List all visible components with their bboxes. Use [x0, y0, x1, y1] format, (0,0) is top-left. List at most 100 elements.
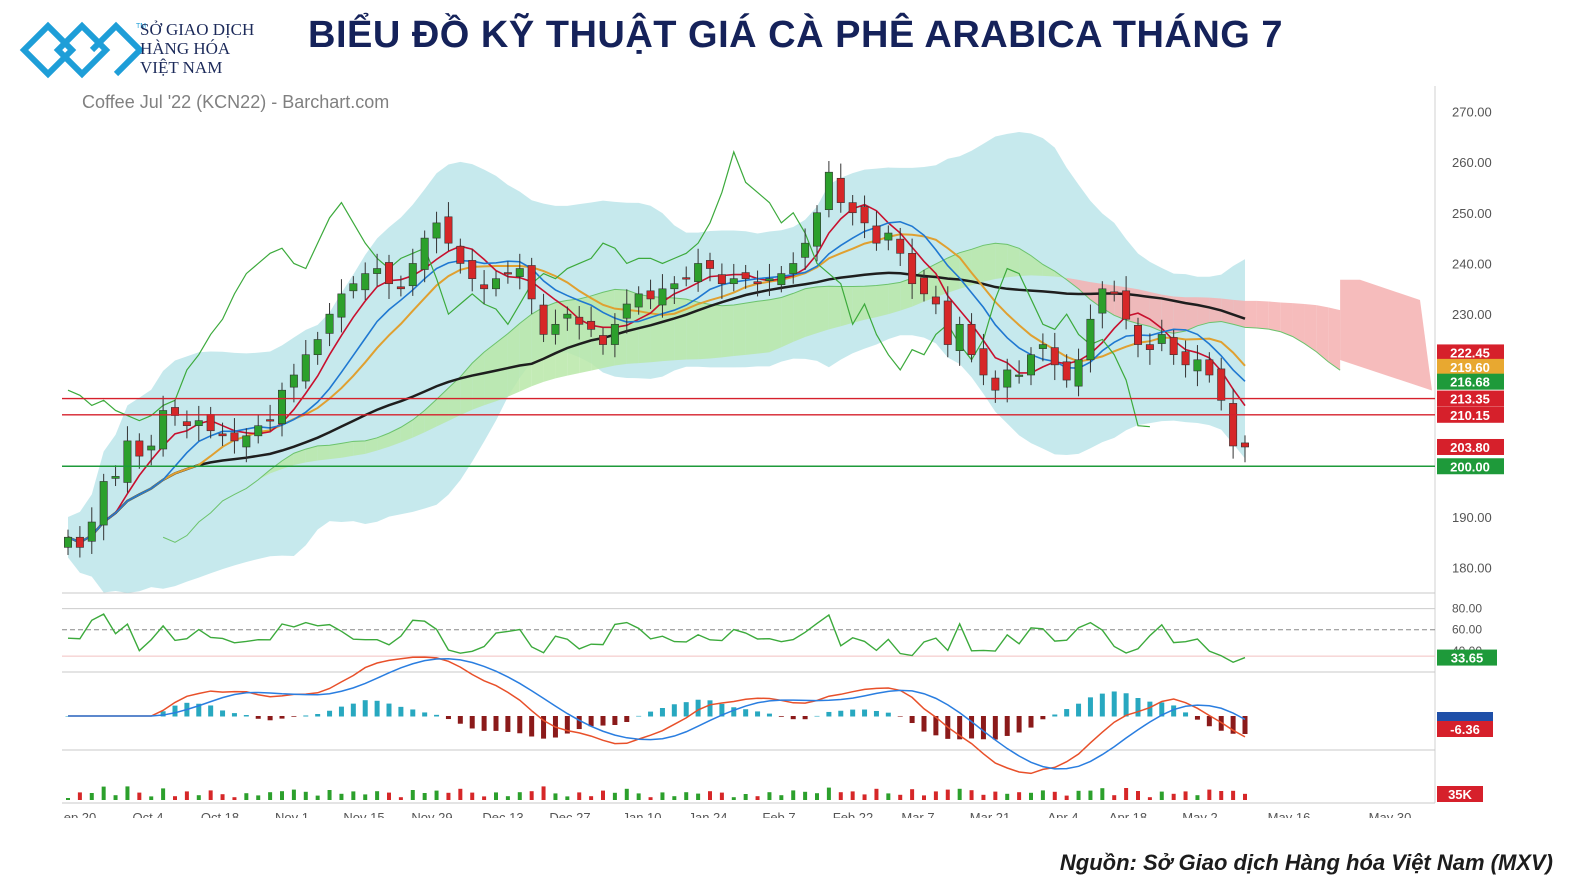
candle-body	[1027, 354, 1035, 376]
x-tick-label: Mar 7	[901, 810, 934, 818]
macd-bar	[243, 715, 249, 717]
volume-bar	[398, 797, 403, 800]
candle-body	[361, 273, 370, 291]
volume-bar	[458, 788, 463, 800]
level-label: 216.68	[1450, 375, 1490, 390]
level-label-bg	[1437, 406, 1504, 423]
cloud-segment	[983, 243, 996, 282]
macd-bar	[612, 716, 618, 725]
candle-body	[289, 374, 298, 388]
volume-bar	[291, 789, 296, 800]
level-label: 213.35	[1450, 392, 1490, 407]
volume-bar	[1243, 793, 1247, 800]
volume-bar	[1231, 790, 1236, 800]
volume-bar	[874, 788, 879, 800]
volume-bar	[339, 793, 344, 800]
volume-bar	[1052, 791, 1057, 800]
candle-body	[943, 300, 952, 345]
volume-bar	[672, 796, 677, 800]
cloud-segment	[341, 441, 354, 458]
volume-bar	[993, 791, 998, 800]
cloud-segment	[757, 299, 770, 354]
volume-bar	[910, 789, 915, 800]
candle-body	[159, 410, 168, 450]
volume-bar	[280, 791, 284, 800]
macd-bar	[648, 711, 654, 717]
cloud-segment	[698, 302, 710, 360]
candle-body	[741, 272, 750, 279]
candle-body	[848, 202, 857, 214]
volume-bar	[945, 789, 950, 800]
macd-bar	[1016, 716, 1022, 733]
candle-body	[551, 323, 560, 335]
volume-bar	[779, 795, 784, 800]
macd-bar	[517, 716, 523, 734]
macd-bar	[659, 708, 665, 717]
candle-body	[931, 296, 940, 305]
cloud-segment	[1233, 299, 1245, 328]
candle-body	[1003, 369, 1012, 388]
cloud-segment	[1304, 304, 1317, 352]
cloud-segment	[876, 284, 889, 318]
candle-body	[634, 293, 643, 308]
volume-bar	[838, 792, 843, 800]
volume-bar	[446, 792, 451, 800]
candle-body	[503, 272, 512, 275]
macd-bar	[541, 716, 547, 739]
volume-bar	[125, 786, 130, 800]
volume-bar	[1219, 791, 1224, 800]
volume-bar	[922, 795, 926, 800]
candle-body	[230, 432, 239, 442]
volume-bar	[624, 788, 629, 800]
volume-bar	[363, 794, 368, 800]
candle-body	[575, 316, 584, 325]
candle-body	[658, 288, 667, 306]
candle-body	[194, 420, 203, 426]
cloud-segment	[424, 399, 437, 433]
macd-bar	[291, 716, 297, 717]
macd-bar	[695, 699, 701, 717]
cloud-segment	[1328, 307, 1341, 371]
candle-body	[468, 260, 477, 279]
volume-bar	[113, 795, 118, 800]
cloud-segment	[1268, 301, 1281, 332]
volume-bar	[470, 792, 475, 800]
cloud-segment	[1245, 300, 1257, 329]
volume-bar	[933, 791, 938, 800]
candle-body	[1169, 337, 1178, 356]
level-label: 210.15	[1450, 408, 1490, 423]
candle-body	[385, 262, 393, 285]
candle-body	[456, 245, 465, 264]
x-tick-label: Feb 7	[762, 810, 795, 818]
macd-bar	[766, 713, 772, 717]
cloud-segment	[1007, 244, 1020, 278]
cloud-segment	[377, 433, 389, 451]
volume-bar	[957, 788, 962, 800]
x-tick-label: Jan 24	[688, 810, 727, 818]
macd-last-label: -6.36	[1450, 722, 1480, 737]
x-tick-label: May 2	[1182, 810, 1217, 818]
macd-bar	[802, 716, 808, 720]
macd-bar	[790, 716, 796, 720]
macd-bar	[422, 712, 428, 717]
candle-body	[99, 481, 108, 526]
cloud-segment	[270, 460, 282, 474]
candle-body	[729, 278, 738, 285]
candle-body	[171, 407, 179, 416]
macd-bar	[719, 703, 725, 717]
macd-bar	[338, 706, 344, 717]
volume-bar	[303, 791, 308, 800]
stoch-line	[67, 613, 1246, 663]
cloud-segment	[864, 285, 877, 320]
candle-body	[753, 281, 762, 285]
volume-bar	[101, 786, 106, 800]
level-label-bg	[1437, 458, 1504, 475]
macd-bar	[1111, 691, 1117, 717]
volume-bar	[708, 791, 712, 800]
volume-bar	[731, 797, 736, 800]
candle-body	[622, 303, 631, 319]
y-tick-label: 190.00	[1452, 510, 1492, 525]
y-tick-label: 180.00	[1452, 561, 1492, 576]
volume-bar	[1017, 792, 1022, 800]
